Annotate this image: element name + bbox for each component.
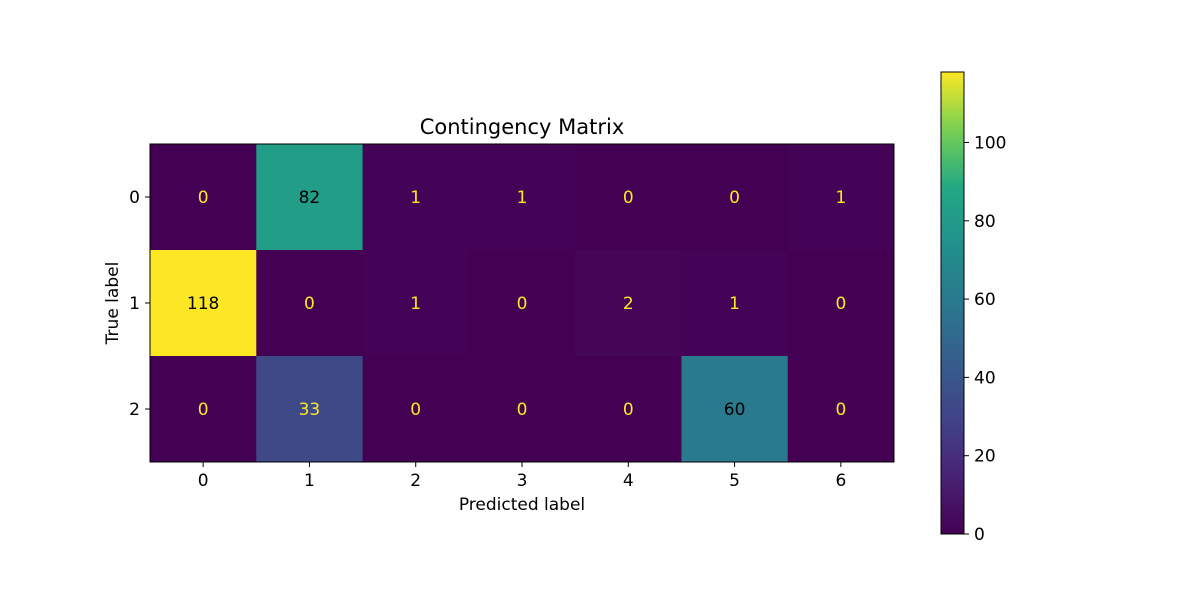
- cell-value-label: 0: [517, 294, 528, 314]
- heatmap-cell: [256, 250, 364, 357]
- cell-value-label: 0: [835, 400, 846, 420]
- heatmap-cell: [787, 356, 895, 463]
- heatmap-cell: [787, 144, 895, 251]
- heatmap-cell: [468, 250, 576, 357]
- x-tick-label: 4: [623, 471, 634, 491]
- colorbar-tick-label: 100: [974, 133, 1006, 153]
- cell-value-label: 82: [299, 188, 321, 208]
- x-tick-label: 3: [517, 471, 528, 491]
- heatmap-cell-labels: 0 82 1 1 0 0 1 118 0 1 0 2 1 0 0 33 0 0 0 60 0: [187, 188, 846, 420]
- cell-value-label: 0: [304, 294, 315, 314]
- heatmap-cell: [362, 250, 470, 357]
- colorbar-tick-label: 60: [974, 290, 996, 310]
- chart-title: Contingency Matrix: [420, 115, 625, 139]
- heatmap-cell: [150, 144, 257, 251]
- heatmap-cell: [681, 356, 789, 463]
- x-axis-label: Predicted label: [459, 495, 585, 515]
- colorbar-tick-label: 20: [974, 447, 996, 467]
- x-tick-label: 0: [198, 471, 209, 491]
- cell-value-label: 2: [623, 294, 634, 314]
- y-tick-label: 1: [129, 294, 140, 314]
- heatmap-cell: [150, 356, 257, 463]
- cell-value-label: 1: [517, 188, 528, 208]
- cell-value-label: 0: [623, 188, 634, 208]
- heatmap-cell: [362, 144, 470, 251]
- heatmap-cell: [787, 250, 895, 357]
- x-axis-ticks: 0 1 2 3 4 5 6: [198, 462, 846, 491]
- colorbar-tick-label: 80: [974, 212, 996, 232]
- heatmap-cell: [150, 250, 257, 357]
- colorbar-tick-label: 40: [974, 368, 996, 388]
- y-axis-label: True label: [103, 262, 123, 346]
- x-tick-label: 5: [729, 471, 740, 491]
- heatmap-cell: [681, 250, 789, 357]
- cell-value-label: 0: [410, 400, 421, 420]
- cell-value-label: 1: [835, 188, 846, 208]
- colorbar: [940, 71, 965, 535]
- cell-value-label: 0: [198, 188, 209, 208]
- cell-value-label: 0: [729, 188, 740, 208]
- cell-value-label: 33: [299, 400, 321, 420]
- cell-value-label: 0: [623, 400, 634, 420]
- colorbar-ticks: 0 20 40 60 80 100: [964, 133, 1006, 545]
- x-tick-label: 6: [835, 471, 846, 491]
- heatmap-cell: [362, 356, 470, 463]
- cell-value-label: 1: [410, 294, 421, 314]
- y-tick-label: 0: [129, 188, 140, 208]
- cell-value-label: 0: [835, 294, 846, 314]
- cell-value-label: 1: [729, 294, 740, 314]
- cell-value-label: 118: [187, 294, 219, 314]
- heatmap-cell: [681, 144, 789, 251]
- heatmap-cell: [468, 144, 576, 251]
- cell-value-label: 1: [410, 188, 421, 208]
- x-tick-label: 1: [304, 471, 315, 491]
- heatmap-cell: [468, 356, 576, 463]
- cell-value-label: 0: [198, 400, 209, 420]
- cell-value-label: 0: [517, 400, 528, 420]
- x-tick-label: 2: [410, 471, 421, 491]
- heatmap-cell: [575, 250, 682, 357]
- y-axis-ticks: 0 1 2: [129, 188, 150, 420]
- heatmap-cells: [150, 144, 895, 463]
- colorbar-tick-label: 0: [974, 525, 985, 545]
- heatmap-cell: [256, 356, 364, 463]
- y-tick-label: 2: [129, 400, 140, 420]
- cell-value-label: 60: [724, 400, 746, 420]
- heatmap-cell: [575, 144, 682, 251]
- heatmap-cell: [575, 356, 682, 463]
- heatmap-cell: [256, 144, 364, 251]
